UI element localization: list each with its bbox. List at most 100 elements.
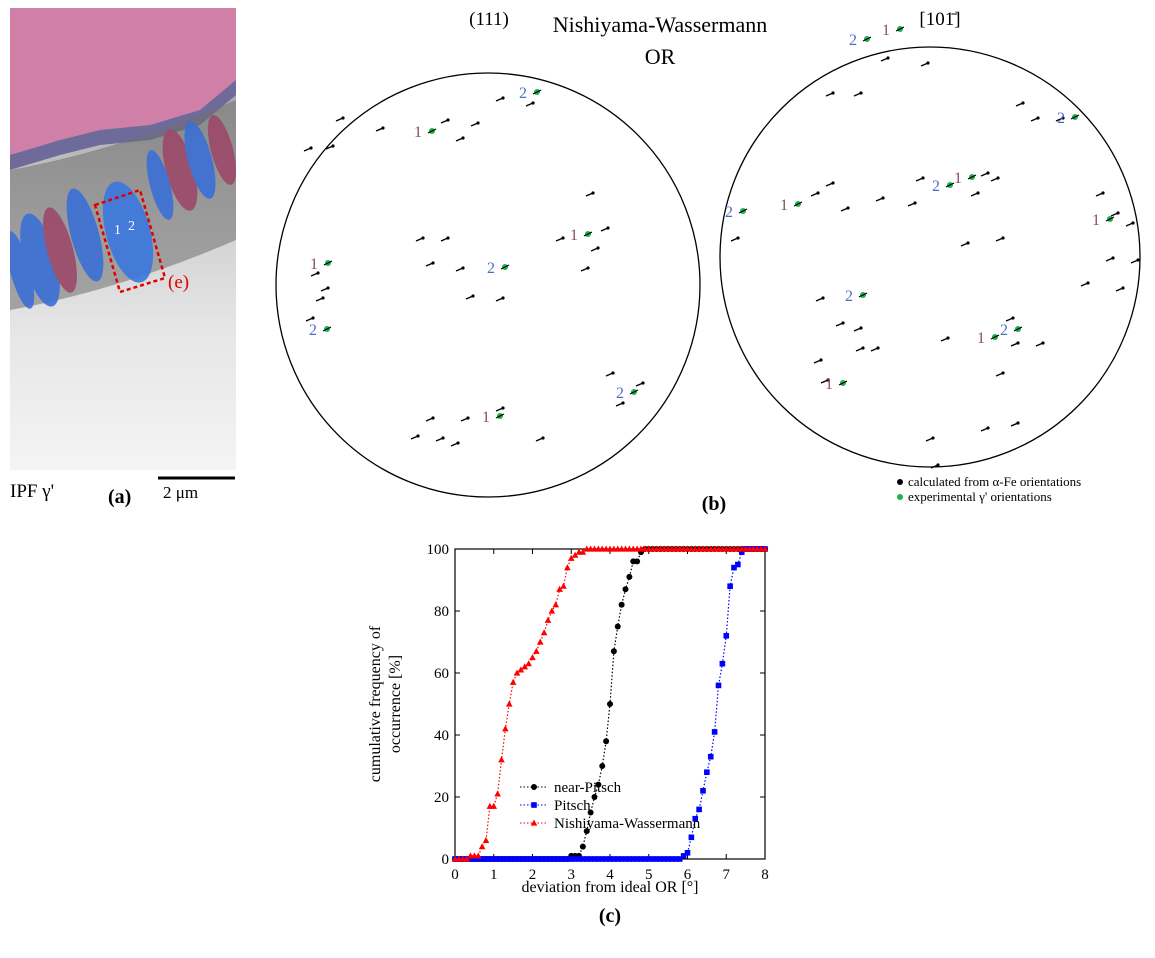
marker	[688, 834, 695, 841]
pole-point	[946, 336, 950, 340]
pole-label: 1	[954, 170, 962, 187]
marker	[531, 802, 537, 808]
legend-label: Pitsch	[554, 798, 591, 814]
y-axis-label: cumulative frequency of	[367, 625, 384, 782]
pole-point	[466, 416, 470, 420]
marker	[525, 856, 532, 862]
marker	[711, 729, 718, 735]
marker	[556, 585, 563, 592]
marker	[490, 802, 498, 809]
legend-label: calculated from α-Fe orientations	[908, 474, 1081, 489]
marker	[715, 682, 722, 689]
pole-point	[1131, 221, 1135, 225]
marker	[529, 856, 536, 862]
marker	[707, 753, 714, 760]
pole-point	[461, 136, 465, 140]
legend-marker	[897, 494, 903, 500]
or-title: OR	[645, 44, 676, 69]
pole-point	[1105, 216, 1115, 222]
marker	[463, 855, 470, 862]
marker	[498, 756, 505, 763]
pole-point	[945, 182, 955, 188]
pole-point	[1070, 114, 1080, 120]
pole-point	[431, 261, 435, 265]
pole-label: 1	[882, 22, 890, 39]
pole-point	[431, 416, 435, 420]
pole-point	[532, 89, 542, 95]
pole-point	[586, 266, 590, 270]
pole-point	[641, 381, 645, 385]
x-tick-label: 5	[645, 867, 653, 883]
pole-point	[1086, 281, 1090, 285]
pole-point	[831, 91, 835, 95]
pole-point	[886, 56, 890, 60]
pole-point	[1011, 316, 1015, 320]
grain-label: 2	[128, 219, 135, 234]
pole-point	[913, 201, 917, 205]
pole-label: 1	[780, 197, 788, 214]
pole-point	[446, 118, 450, 122]
legend-label: Nishiyama-Wassermann	[554, 816, 701, 832]
pole-point	[793, 201, 803, 207]
marker	[552, 601, 560, 608]
pole-label: 2	[849, 32, 857, 49]
pole-point	[976, 191, 980, 195]
pole-points	[303, 26, 1140, 469]
x-tick-label: 2	[529, 867, 537, 883]
marker	[537, 856, 544, 862]
legend-label: near-Pitsch	[554, 780, 622, 796]
pole-label: 2	[725, 204, 733, 221]
pole-point	[738, 208, 748, 214]
pole-point	[531, 101, 535, 105]
pole-point	[1001, 236, 1005, 240]
marker	[661, 856, 668, 862]
pole-point	[416, 434, 420, 438]
pole-point	[831, 181, 835, 185]
marker	[719, 660, 726, 667]
marker	[599, 763, 606, 769]
marker	[738, 549, 745, 555]
marker	[611, 856, 617, 862]
marker	[700, 788, 706, 794]
pole-point	[311, 316, 315, 320]
marker	[591, 856, 598, 862]
marker	[735, 561, 741, 568]
legend-marker	[897, 479, 903, 485]
pole-point	[862, 36, 872, 42]
pole-point	[967, 174, 977, 180]
marker	[634, 856, 640, 862]
marker	[587, 809, 594, 816]
pole-title: (111)	[469, 9, 509, 30]
marker	[618, 856, 625, 862]
pole-point	[1036, 116, 1040, 120]
x-tick-label: 7	[723, 867, 731, 883]
pole-label: 2	[487, 260, 495, 277]
pole-point	[629, 389, 639, 395]
region-box	[93, 188, 167, 294]
marker	[540, 629, 548, 636]
pole-point	[1111, 256, 1115, 260]
marker	[603, 738, 610, 745]
marker	[673, 856, 679, 862]
marker	[564, 564, 571, 571]
x-axis-label: deviation from ideal OR [°]	[521, 879, 698, 896]
x-tick-label: 1	[490, 867, 498, 883]
y-tick-label: 0	[442, 852, 450, 868]
pole-point	[931, 436, 935, 440]
pole-point	[881, 196, 885, 200]
pole-point	[1116, 211, 1120, 215]
marker	[614, 856, 621, 862]
pole-point	[316, 271, 320, 275]
marker	[618, 601, 625, 608]
marker	[645, 856, 652, 862]
marker	[541, 856, 547, 862]
pole-point	[926, 61, 930, 65]
marker	[525, 660, 532, 667]
marker	[704, 769, 710, 775]
pole-label: 1	[310, 256, 318, 273]
marker	[607, 701, 613, 707]
pole-point	[1041, 341, 1045, 345]
marker	[482, 836, 490, 843]
